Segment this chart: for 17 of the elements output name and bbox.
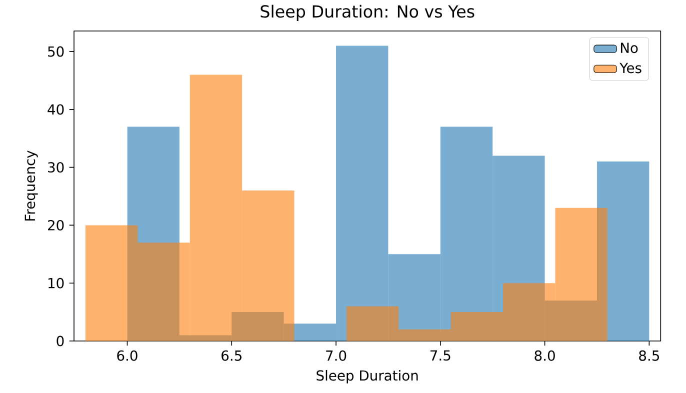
x-tick-label: 8.0: [534, 350, 555, 361]
x-tick-label: 7.0: [326, 350, 346, 361]
x-axis-title: Sleep Duration: [316, 370, 418, 384]
x-tick-label: 6.5: [222, 350, 242, 361]
y-tick-label: 30: [48, 162, 64, 173]
x-tick-label: 8.5: [639, 350, 659, 361]
x-tick-label: 6.0: [117, 350, 138, 361]
y-tick-label: 50: [48, 46, 64, 57]
legend-label: Yes: [620, 62, 642, 74]
chart-title: Sleep Duration: No vs Yes: [260, 4, 474, 21]
y-tick-label: 20: [48, 220, 64, 230]
y-tick-label: 40: [48, 104, 64, 115]
y-tick-label: 0: [56, 336, 64, 346]
y-tick-label: 10: [48, 278, 64, 288]
x-tick-label: 7.5: [430, 350, 450, 361]
legend-label: No: [620, 42, 638, 54]
y-axis-title: Frequency: [24, 150, 38, 220]
